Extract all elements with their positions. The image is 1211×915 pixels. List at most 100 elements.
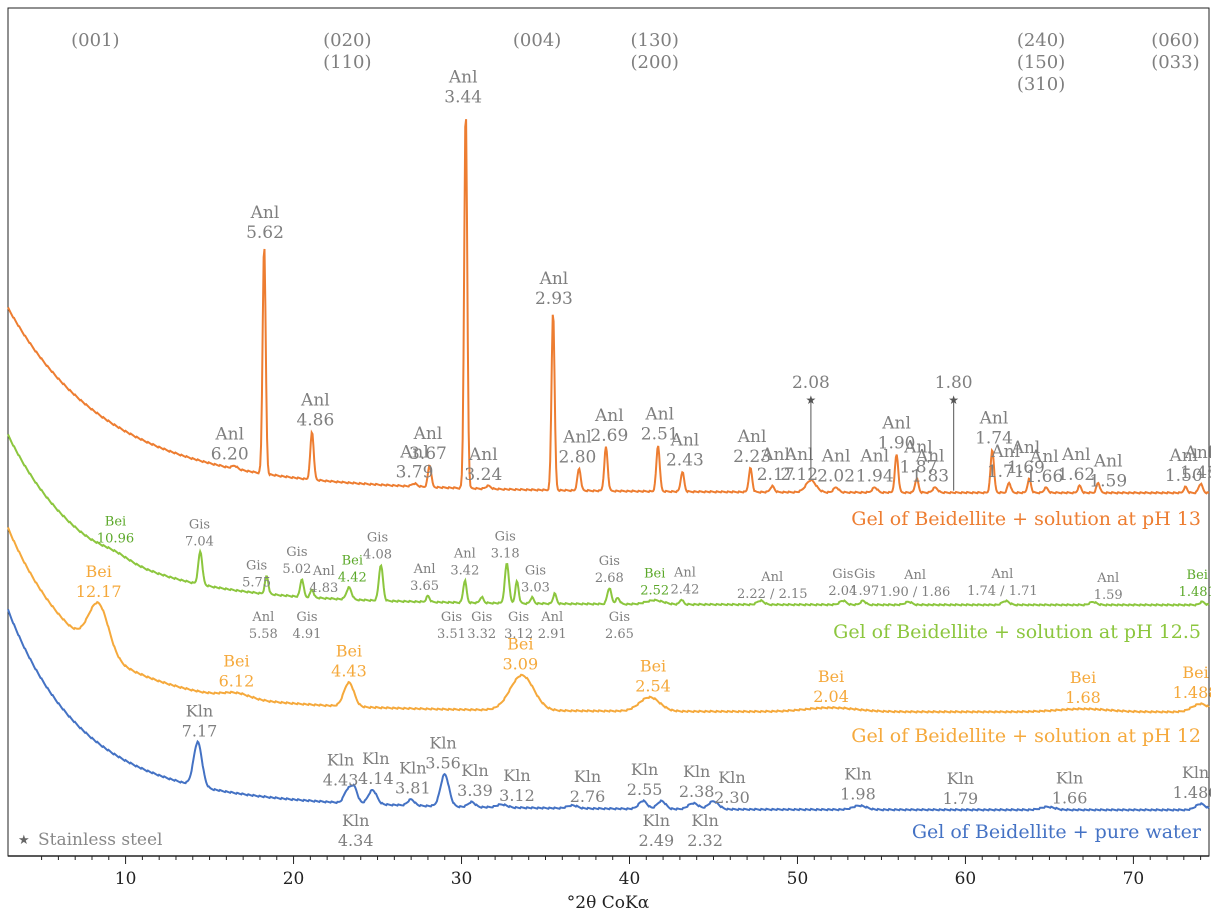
peak-label: Kln [362, 749, 389, 768]
hkl-label: (060) [1151, 30, 1199, 51]
hkl-label: (150) [1017, 52, 1065, 73]
legend-note: ★ Stainless steel [18, 830, 162, 850]
hkl-label: (020) [323, 30, 371, 51]
peak-label: 2.23 [733, 447, 771, 467]
peak-label: Kln [683, 762, 710, 781]
peak-label: 2.65 [605, 627, 634, 642]
peak-label: 1.66 [1052, 789, 1088, 808]
hkl-labels: (001) (020)(110) (004) (130)(200) (240)(150)… [71, 30, 1199, 95]
peak-label: 1.66 [1025, 467, 1063, 487]
peak-label: 2.12 [780, 465, 818, 485]
peak-label: 4.42 [338, 571, 367, 586]
x-tick-label: 30 [451, 869, 473, 889]
peak-label: 3.18 [491, 546, 520, 561]
peak-label: 2.30 [714, 788, 750, 807]
peak-label: 1.90 / 1.86 [880, 585, 951, 600]
series-name: Gel of Beidellite + solution at pH 13 [851, 508, 1201, 530]
hkl-label: (001) [71, 30, 119, 51]
peak-label: Kln [503, 766, 530, 785]
x-axis: 10 20 30 40 50 60 70 [41, 856, 1202, 889]
peak-label: Anl [760, 570, 783, 585]
peak-label: 1.68 [1065, 688, 1101, 707]
peak-label: 1.79 [943, 789, 979, 808]
peak-label: 5.02 [282, 562, 311, 577]
peak-label: 3.42 [450, 564, 479, 579]
peak-label: Bei [644, 566, 665, 581]
series-name: Gel of Beidellite + solution at pH 12 [851, 725, 1201, 747]
peak-label: Kln [342, 811, 369, 830]
hkl-label: (110) [323, 52, 371, 73]
peak-label: Gis [609, 610, 630, 625]
peak-label: 1.488 [1173, 683, 1211, 702]
peak-label: Anl [562, 428, 592, 448]
peak-label: Bei [1182, 663, 1208, 682]
peak-label: Bei [1070, 668, 1096, 687]
peak-label: 2.54 [635, 676, 671, 695]
peak-label: 2.91 [538, 627, 567, 642]
peak-label: 2.22 / 2.15 [737, 587, 808, 602]
peak-label: 2.04 [813, 687, 849, 706]
peak-label: 2.68 [595, 571, 624, 586]
peak-label: Anl [903, 438, 933, 458]
peak-label: 3.67 [409, 444, 447, 464]
peak-label: Anl [250, 203, 280, 223]
peak-label: Anl [453, 547, 476, 562]
peak-label: Anl [673, 565, 696, 580]
peak-label: 1.98 [840, 785, 876, 804]
peak-label: 4.83 [309, 581, 338, 596]
peak-label: 2.69 [590, 426, 628, 446]
peak-label: Anl [915, 447, 945, 467]
series-labels: Gel of Beidellite + solution at pH 13 Gel… [833, 508, 1202, 843]
peak-label: Anl [1096, 571, 1119, 586]
peak-label: 7.04 [185, 534, 214, 549]
peak-label: Kln [327, 751, 354, 770]
peak-label: Anl [737, 427, 767, 447]
peak-label: Anl [670, 431, 700, 451]
peak-label: 4.91 [293, 627, 322, 642]
peak-label: Anl [1184, 443, 1211, 463]
peak-label: 3.32 [467, 627, 496, 642]
peak-label: 4.43 [331, 662, 367, 681]
series-line [7, 119, 1210, 495]
peak-label: 1.59 [1089, 471, 1127, 491]
peak-label: 5.75 [242, 575, 271, 590]
peak-label: 2.42 [670, 582, 699, 597]
peak-label: Anl [413, 424, 443, 444]
peak-label: Anl [413, 562, 436, 577]
peak-label: Anl [644, 404, 674, 424]
star-icon: ★ [948, 393, 959, 407]
hkl-label: (240) [1017, 30, 1065, 51]
peak-label: 1.97 [850, 584, 879, 599]
peak-label: 3.56 [425, 753, 461, 772]
x-tick-label: 60 [955, 869, 977, 889]
peak-label: 1.90 [878, 434, 916, 454]
peak-label: Gis [832, 567, 853, 582]
peak-label: 4.14 [358, 769, 394, 788]
hkl-label: (130) [630, 30, 678, 51]
peak-label: 2.38 [679, 782, 715, 801]
peak-label: Anl [1061, 445, 1091, 465]
peak-label: Anl [300, 391, 330, 411]
peak-label: 1.486 [1173, 783, 1211, 802]
peak-label: Gis [495, 529, 516, 544]
legend-note-text: Stainless steel [38, 830, 162, 850]
peak-label: 12.17 [76, 582, 122, 601]
peak-label: Kln [1056, 769, 1083, 788]
peak-label: 2.51 [641, 424, 679, 444]
peak-label: 1.69 [1007, 458, 1045, 478]
x-tick-label: 20 [283, 869, 305, 889]
peak-label: 2.17 [757, 465, 795, 485]
peak-label: 3.09 [503, 654, 539, 673]
peak-label: 2.52 [640, 583, 669, 598]
peak-label: Kln [461, 761, 488, 780]
peak-label: 2.43 [666, 451, 704, 471]
peak-label: Kln [429, 733, 456, 752]
peak-label: 1.59 [1094, 588, 1123, 603]
peak-label: Kln [574, 767, 601, 786]
peak-label: 2.02 [817, 466, 855, 486]
peak-label: 3.12 [499, 786, 535, 805]
peak-label: Anl [1093, 451, 1123, 471]
peak-label: Kln [947, 769, 974, 788]
peak-label: 2.76 [570, 787, 606, 806]
diffraction-traces [7, 119, 1210, 812]
